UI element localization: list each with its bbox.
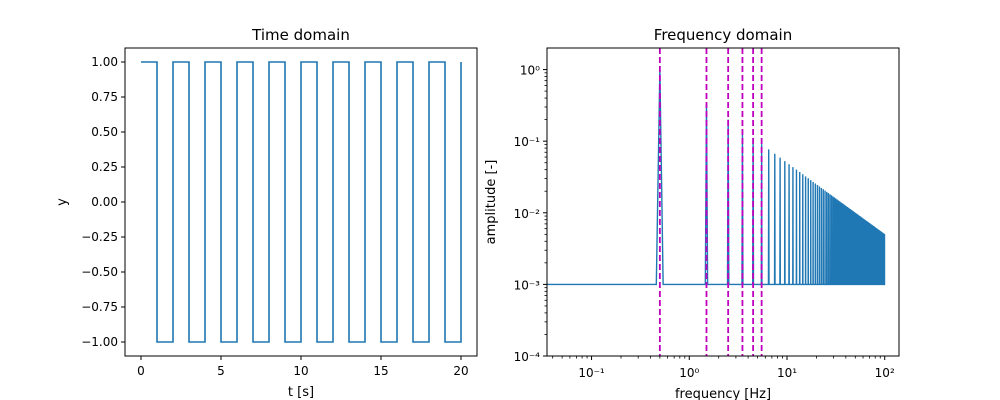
y-tick-label: 10⁻² (514, 207, 541, 221)
y-tick-label: 0.00 (91, 195, 118, 209)
frequency-domain-chart: Frequency domain 10⁻¹ 10⁰ 10¹ 10²10⁰10⁻¹10⁻… (484, 26, 900, 400)
x-tick-label: 10² (875, 366, 895, 380)
y-tick-label: −0.25 (81, 230, 118, 244)
x-tick-label: 10⁰ (679, 366, 699, 380)
y-tick-label: 0.75 (91, 90, 118, 104)
y-tick-label: 10⁻¹ (514, 135, 541, 149)
y-tick-label: −0.75 (81, 300, 118, 314)
plot-area: 10⁻¹ 10⁰ 10¹ 10² 10⁰ 10⁻¹ 10⁻² 10⁻³ 10⁻⁴ (514, 48, 895, 380)
plot-area: 0 5 10 15 20 1.00 0.75 0.50 0.25 0.00 −0.25 −0.50 −0… (81, 55, 468, 378)
y-tick-label: 0.50 (91, 125, 118, 139)
y-axis-label: amplitude [-] (484, 160, 499, 245)
chart-title: Time domain (251, 26, 350, 44)
x-tick-label: 10⁻¹ (578, 366, 605, 380)
x-tick-label: 5 (217, 364, 225, 378)
square-wave-line (141, 61, 462, 343)
y-tick-label: 10⁻⁴ (514, 350, 541, 364)
axes-frame (546, 47, 900, 357)
y-axis-label: y (55, 198, 70, 206)
y-tick-label: 10⁻³ (514, 278, 541, 292)
y-tick-label: 1.00 (91, 55, 118, 69)
x-axis-label: frequency [Hz] (675, 387, 771, 400)
x-tick-label: 10 (293, 364, 308, 378)
spectrum-line (547, 69, 886, 286)
chart-title: Frequency domain (654, 26, 792, 44)
y-tick-label: 0.25 (91, 160, 118, 174)
x-axis-label: t [s] (288, 385, 314, 400)
x-tick-label: 0 (137, 364, 145, 378)
time-domain-chart: Time domain 0 5 10 15 20 1.00 0.75 0.50 0.25 0.00… (55, 26, 478, 400)
x-tick-label: 20 (453, 364, 468, 378)
axes-frame (124, 47, 478, 357)
y-tick-label: −1.00 (81, 335, 118, 349)
y-tick-label: 10⁰ (520, 64, 540, 78)
y-tick-label: −0.50 (81, 265, 118, 279)
x-tick-label: 10¹ (777, 366, 797, 380)
x-tick-label: 15 (373, 364, 388, 378)
